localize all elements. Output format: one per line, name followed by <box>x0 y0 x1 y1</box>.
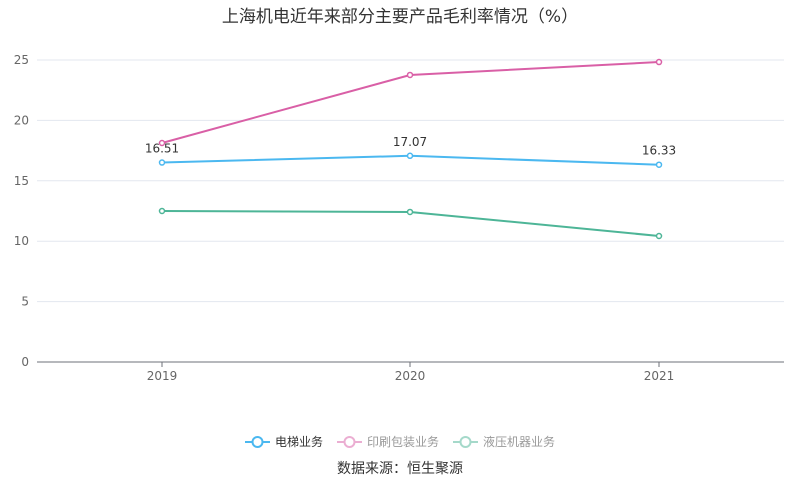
data-point <box>655 58 663 66</box>
data-point <box>655 161 663 168</box>
x-tick-label: 2020 <box>395 369 426 383</box>
legend-item[interactable]: 印刷包装业务 <box>336 433 439 450</box>
y-tick-label: 25 <box>14 53 29 67</box>
y-tick-label: 20 <box>14 113 29 127</box>
data-point <box>655 232 663 240</box>
legend-item[interactable]: 液压机器业务 <box>453 433 555 450</box>
data-source: 数据来源：恒生聚源 <box>337 461 463 477</box>
data-label: 16.33 <box>642 144 676 158</box>
legend-label: 印刷包装业务 <box>366 435 439 449</box>
data-label: 17.07 <box>393 135 427 149</box>
data-point <box>158 207 166 215</box>
legend-line-circle-icon <box>244 435 270 448</box>
data-point <box>406 152 414 160</box>
chart-title: 上海机电近年来部分主要产品毛利率情况（%） <box>221 7 579 27</box>
data-point <box>158 159 166 166</box>
y-tick-label: 15 <box>14 174 29 188</box>
legend-item[interactable]: 电梯业务 <box>244 433 323 450</box>
x-tick-label: 2019 <box>147 369 178 383</box>
legend: 电梯业务 印刷包装业务 液压机器业务 <box>0 433 800 450</box>
legend-label: 液压机器业务 <box>483 435 556 449</box>
y-tick-label: 5 <box>21 295 29 309</box>
y-tick-label: 10 <box>14 234 29 248</box>
x-tick-label: 2021 <box>644 369 675 383</box>
line-chart: 0 5 10 15 20 25 2019 2020 2021 16.51 17.07 16.33 <box>14 53 784 383</box>
legend-label: 电梯业务 <box>274 435 323 449</box>
data-point <box>158 139 166 147</box>
legend-line-circle-icon <box>336 435 362 448</box>
legend-line-circle-icon <box>453 435 478 448</box>
data-label: 16.51 <box>145 142 179 156</box>
data-point <box>406 208 414 216</box>
y-tick-label: 0 <box>21 355 29 369</box>
data-point <box>406 71 414 79</box>
